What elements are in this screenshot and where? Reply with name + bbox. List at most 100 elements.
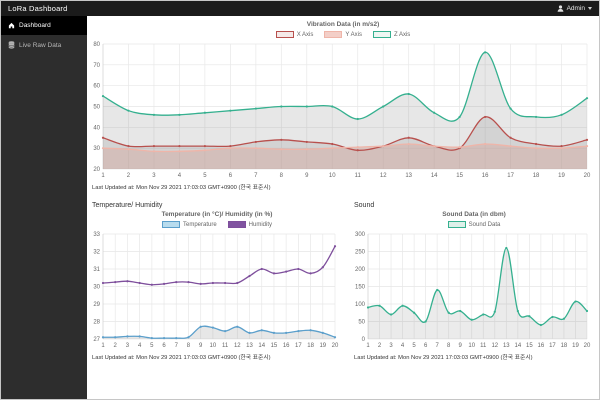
svg-text:3: 3 <box>389 343 393 349</box>
sidebar-item-label: Live Raw Data <box>19 41 62 49</box>
svg-text:19: 19 <box>558 173 565 179</box>
svg-text:6: 6 <box>229 173 233 179</box>
svg-text:20: 20 <box>332 343 339 349</box>
sidebar-item-label: Dashboard <box>19 22 51 29</box>
svg-text:8: 8 <box>280 173 284 179</box>
legend-item[interactable]: Y Axis <box>324 31 362 38</box>
svg-text:50: 50 <box>358 320 365 326</box>
user-icon <box>557 5 563 12</box>
svg-text:5: 5 <box>150 343 154 349</box>
legend-label: X Axis <box>296 31 314 38</box>
svg-text:2: 2 <box>378 343 382 349</box>
svg-text:19: 19 <box>319 343 326 349</box>
svg-text:7: 7 <box>435 343 439 349</box>
svg-text:20: 20 <box>584 343 591 349</box>
legend-label: Sound Data <box>468 221 501 228</box>
svg-text:150: 150 <box>355 285 366 291</box>
svg-text:20: 20 <box>584 173 591 179</box>
svg-text:15: 15 <box>456 173 463 179</box>
svg-text:31: 31 <box>93 267 100 273</box>
caret-down-icon <box>588 7 592 10</box>
legend-item[interactable]: X Axis <box>275 31 314 38</box>
vibration-chart-legend: X Axis Y Axis Z Axis <box>89 31 597 38</box>
legend-item[interactable]: Temperature <box>161 221 217 228</box>
svg-text:12: 12 <box>234 343 241 349</box>
svg-text:10: 10 <box>329 173 336 179</box>
svg-text:100: 100 <box>355 302 366 308</box>
svg-text:16: 16 <box>538 343 545 349</box>
vibration-chart-panel: Vibration Data (in m/s2) X Axis Y Axis Z A… <box>89 21 597 191</box>
svg-text:4: 4 <box>401 343 405 349</box>
svg-text:8: 8 <box>187 343 191 349</box>
bottom-charts-row: Temperature/ Humidity Temperature (in °C… <box>89 202 597 361</box>
svg-text:60: 60 <box>93 84 100 90</box>
svg-text:250: 250 <box>355 250 366 256</box>
svg-text:17: 17 <box>549 343 556 349</box>
svg-text:2: 2 <box>114 343 118 349</box>
svg-text:6: 6 <box>162 343 166 349</box>
svg-text:20: 20 <box>93 167 100 173</box>
svg-text:11: 11 <box>355 173 362 179</box>
user-menu-label: Admin <box>566 5 585 12</box>
sidebar-item-dashboard[interactable]: Dashboard <box>1 16 87 35</box>
svg-text:18: 18 <box>307 343 314 349</box>
svg-text:17: 17 <box>507 173 514 179</box>
svg-text:0: 0 <box>362 337 366 343</box>
svg-text:12: 12 <box>491 343 498 349</box>
svg-text:9: 9 <box>199 343 203 349</box>
svg-text:9: 9 <box>305 173 309 179</box>
svg-text:7: 7 <box>175 343 179 349</box>
legend-swatch <box>161 221 180 228</box>
user-menu[interactable]: Admin <box>557 5 592 12</box>
svg-text:1: 1 <box>101 343 105 349</box>
svg-text:70: 70 <box>93 63 100 69</box>
temperature-humidity-last-updated: Last Updated at: Mon Nov 29 2021 17:03:0… <box>92 355 271 361</box>
svg-text:10: 10 <box>468 343 475 349</box>
sidebar-item-live-raw-data[interactable]: Live Raw Data <box>1 35 87 55</box>
svg-text:11: 11 <box>480 343 487 349</box>
svg-text:13: 13 <box>405 173 412 179</box>
svg-text:8: 8 <box>447 343 451 349</box>
svg-text:3: 3 <box>126 343 130 349</box>
sound-last-updated: Last Updated at: Mon Nov 29 2021 17:03:0… <box>354 355 533 361</box>
app-brand[interactable]: LoRa Dashboard <box>8 4 68 13</box>
svg-text:12: 12 <box>380 173 387 179</box>
svg-text:33: 33 <box>93 232 100 238</box>
svg-text:30: 30 <box>93 146 100 152</box>
legend-item[interactable]: Sound Data <box>447 221 501 228</box>
svg-text:4: 4 <box>178 173 182 179</box>
vibration-chart-title: Vibration Data (in m/s2) <box>306 21 380 28</box>
legend-item[interactable]: Z Axis <box>372 31 411 38</box>
sound-panel: Sound Sound Data (in dbm) Sound Data 0 50… <box>351 202 597 361</box>
svg-text:7: 7 <box>254 173 258 179</box>
home-icon <box>8 22 15 29</box>
legend-label: Z Axis <box>393 31 411 38</box>
svg-text:14: 14 <box>514 343 521 349</box>
svg-text:9: 9 <box>459 343 463 349</box>
top-navbar: LoRa Dashboard Admin <box>1 1 599 16</box>
svg-text:32: 32 <box>93 250 100 256</box>
svg-text:15: 15 <box>271 343 278 349</box>
temperature-humidity-chart-title: Temperature (in °C)/ Humidity (in %) <box>161 211 273 218</box>
temperature-humidity-legend: Temperature Humidity <box>89 221 345 228</box>
svg-text:6: 6 <box>424 343 428 349</box>
legend-item[interactable]: Humidity <box>227 221 272 228</box>
svg-text:13: 13 <box>246 343 253 349</box>
database-icon <box>8 41 15 49</box>
svg-text:13: 13 <box>503 343 510 349</box>
svg-text:3: 3 <box>152 173 156 179</box>
svg-text:17: 17 <box>295 343 302 349</box>
svg-text:200: 200 <box>355 267 366 273</box>
svg-text:11: 11 <box>222 343 229 349</box>
sound-chart-legend: Sound Data <box>351 221 597 228</box>
svg-text:18: 18 <box>533 173 540 179</box>
svg-text:5: 5 <box>412 343 416 349</box>
svg-text:29: 29 <box>93 302 100 308</box>
svg-text:1: 1 <box>101 173 105 179</box>
svg-text:4: 4 <box>138 343 142 349</box>
legend-swatch <box>275 31 294 38</box>
